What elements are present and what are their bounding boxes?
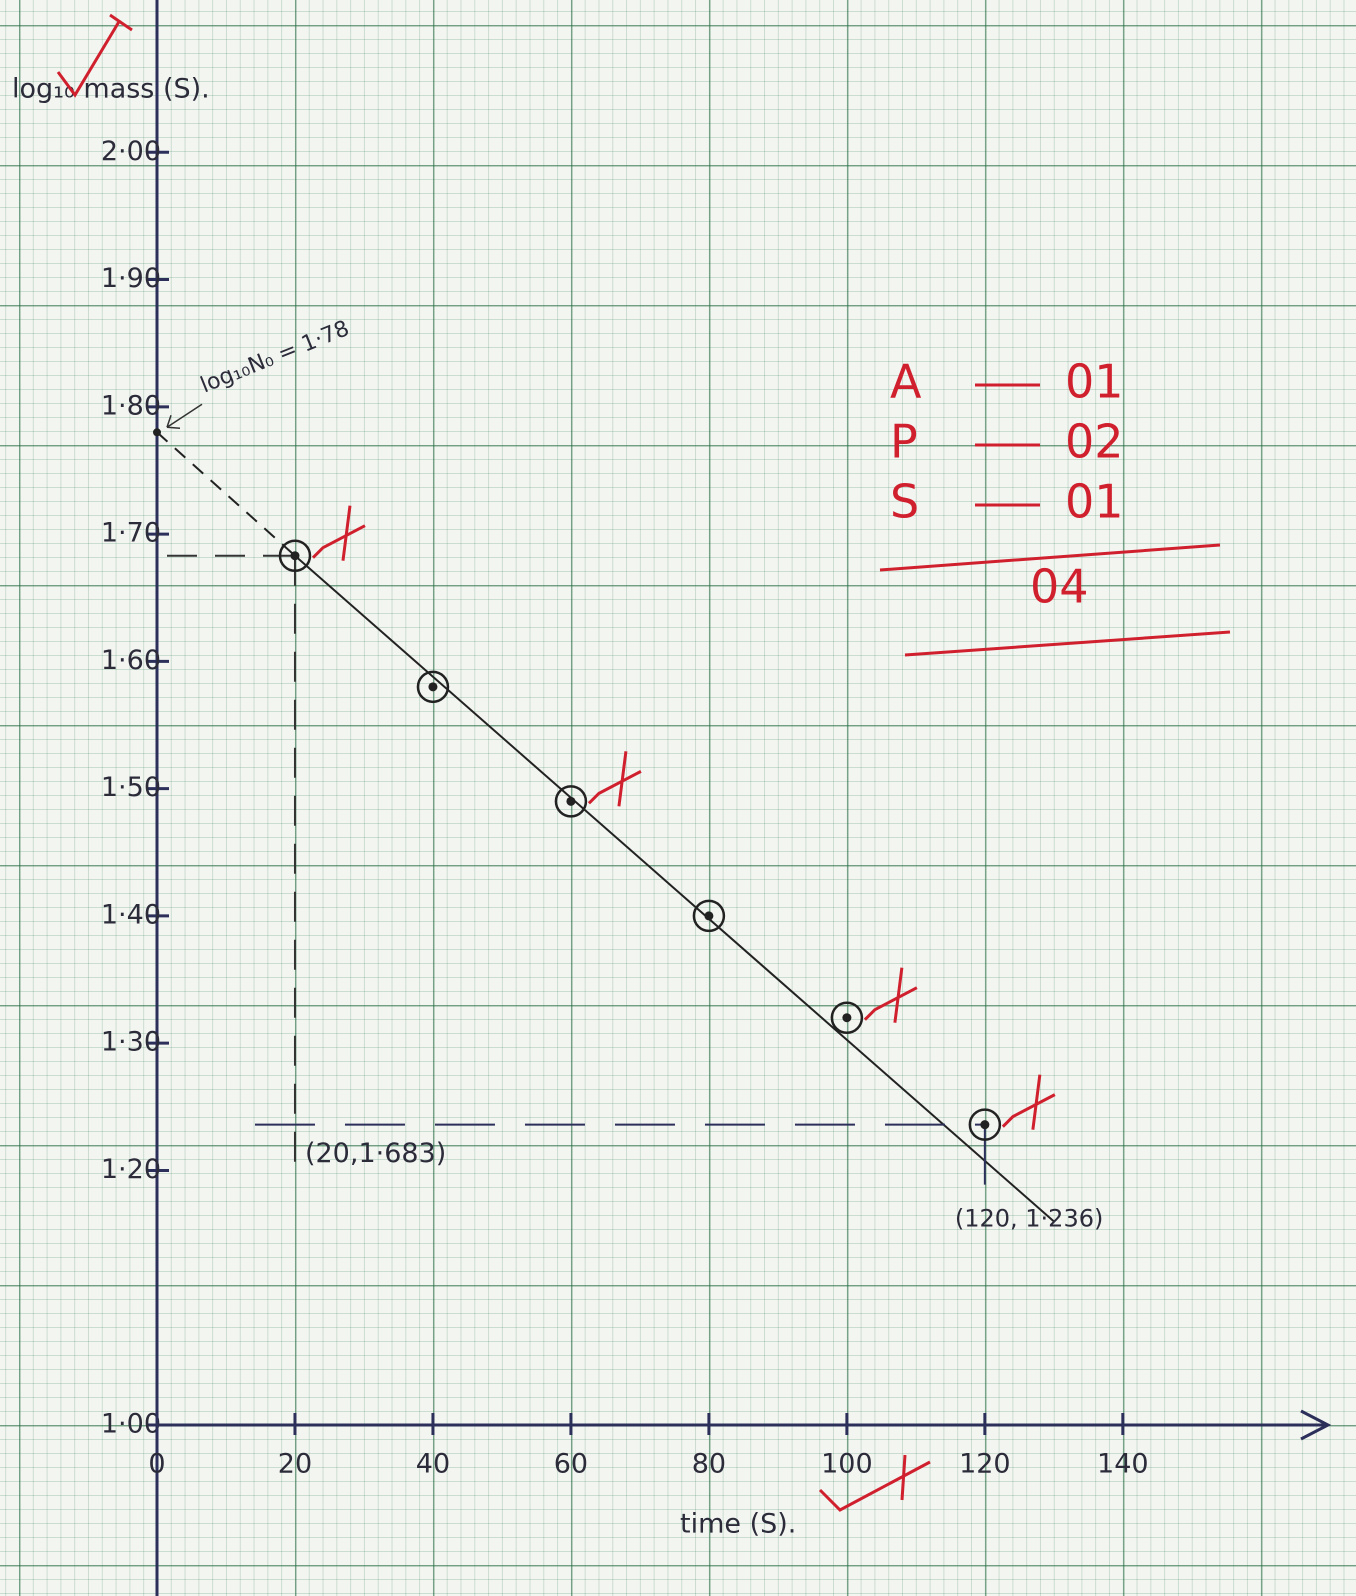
x-tick-label: 0 [148, 1449, 165, 1480]
mark-total: 04 [1030, 560, 1089, 614]
x-tick-label: 60 [554, 1449, 588, 1480]
y-tick-label: 2·00 [101, 136, 161, 167]
annotation: log₁₀N₀ = 1·78 [197, 316, 353, 398]
fit-line [295, 556, 1054, 1222]
x-tick-label: 80 [692, 1449, 726, 1480]
point-dot [428, 682, 437, 691]
chart: log₁₀ mass (S). time (S). 2·00 1·90 1·80 1·… [0, 0, 1356, 1596]
y-tick-label: 1·70 [101, 518, 161, 549]
fit-line [157, 432, 295, 555]
annotation: (120, 1·236) [955, 1205, 1104, 1233]
mark-value: 01 [1065, 355, 1124, 409]
y-tick-label: 1·40 [101, 899, 161, 930]
check-mark [589, 751, 641, 806]
intercept-dot [153, 428, 161, 436]
annotation: (20,1·683) [305, 1138, 446, 1169]
mark-value: 02 [1065, 415, 1124, 469]
y-tick-label: 1·30 [101, 1027, 161, 1058]
point-dot [704, 911, 713, 920]
construction-line [167, 556, 295, 1175]
x-tick-label: 40 [416, 1449, 450, 1480]
mark-label: S [890, 475, 919, 529]
x-tick-label: 20 [278, 1449, 312, 1480]
y-tick-label: 1·50 [101, 772, 161, 803]
check-mark [313, 506, 365, 561]
y-tick-label: 1·90 [101, 263, 161, 294]
point-dot [290, 551, 299, 560]
y-tick-label: 1·20 [101, 1154, 161, 1185]
x-tick-label: 140 [1097, 1449, 1149, 1480]
y-tick-label: 1·60 [101, 645, 161, 676]
check-mark [865, 968, 917, 1023]
x-tick-label: 100 [821, 1449, 873, 1480]
x-axis-label: time (S). [680, 1509, 796, 1540]
point-dot [566, 797, 575, 806]
mark-value: 01 [1065, 475, 1124, 529]
annotation-arrow [167, 404, 202, 428]
point-dot [842, 1013, 851, 1022]
mark-label: A [890, 355, 922, 409]
x-tick-label: 120 [959, 1449, 1011, 1480]
mark-label: P [890, 415, 918, 469]
check-mark [1003, 1075, 1055, 1130]
y-tick-label: 1·00 [101, 1409, 161, 1440]
y-tick-label: 1·80 [101, 390, 161, 421]
point-dot [980, 1120, 989, 1129]
y-axis-label: log₁₀ mass (S). [12, 74, 210, 105]
